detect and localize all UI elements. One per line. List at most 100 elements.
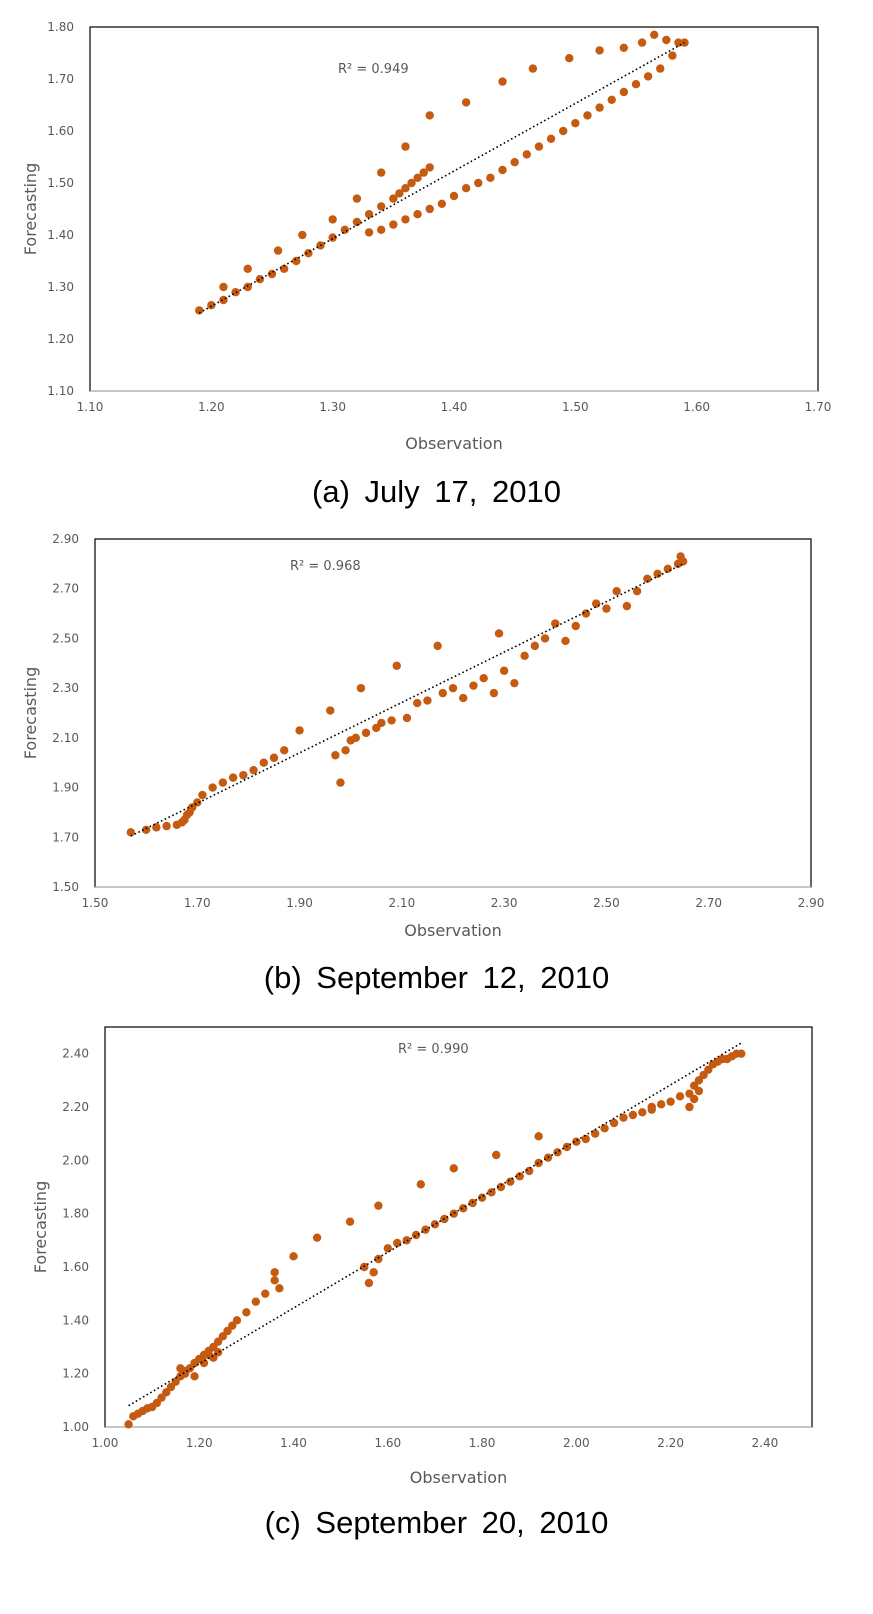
x-tick-label: 2.20 [657, 1436, 684, 1450]
y-tick-label: 1.80 [62, 1207, 89, 1221]
data-point [510, 678, 519, 688]
y-tick-label: 2.00 [62, 1153, 89, 1167]
y-tick-label: 1.60 [47, 124, 74, 138]
data-point [176, 1364, 185, 1373]
x-tick-label: 1.00 [92, 1436, 119, 1450]
data-point [583, 111, 592, 120]
data-point [619, 87, 629, 97]
data-point [685, 1102, 694, 1112]
data-point [425, 111, 434, 120]
chart-panel-b: 1.50 1.70 1.90 2.10 2.30 2.50 2.70 2.90 1.50 1.70… [0, 520, 873, 1005]
data-point [694, 1086, 704, 1096]
data-point [461, 184, 471, 193]
data-point [162, 821, 171, 831]
data-point [551, 619, 560, 628]
data-point [595, 46, 604, 55]
plot-frame-b [94, 538, 812, 888]
data-point [619, 43, 629, 52]
data-point [647, 1105, 656, 1114]
data-point [590, 1129, 600, 1138]
data-point [239, 770, 248, 780]
x-tick-label: 2.50 [593, 896, 620, 910]
r-squared-label: R² = 0.990 [398, 1042, 469, 1057]
data-point [377, 202, 386, 211]
data-point [581, 1134, 590, 1144]
data-point [571, 621, 580, 631]
data-point [401, 142, 410, 151]
y-tick-label: 1.90 [52, 781, 79, 795]
data-point [469, 681, 478, 690]
data-point [292, 256, 301, 266]
data-point [411, 1230, 421, 1240]
data-point [607, 95, 616, 105]
x-tick-label: 1.10 [77, 400, 104, 414]
data-point [737, 1049, 746, 1058]
data-point [141, 825, 151, 835]
data-point [650, 30, 659, 39]
x-tick-label: 1.90 [286, 896, 313, 910]
y-tick-label: 1.40 [47, 228, 74, 242]
data-point [637, 38, 647, 47]
x-tick-label: 1.30 [319, 400, 346, 414]
data-point [492, 1150, 501, 1160]
x-tick-label: 2.70 [695, 896, 722, 910]
data-point [243, 282, 252, 292]
data-point [208, 783, 217, 792]
data-point [643, 72, 653, 81]
data-point [496, 1182, 506, 1192]
y-axis-title: Forecasting [31, 1181, 50, 1273]
data-point [270, 1268, 279, 1277]
y-tick-label: 2.30 [52, 681, 79, 695]
data-point [261, 1289, 270, 1298]
data-point [204, 1350, 213, 1360]
data-point [401, 215, 410, 224]
y-tick-label: 1.70 [47, 72, 74, 86]
data-point [402, 713, 412, 723]
data-point [534, 142, 544, 151]
data-point [413, 210, 422, 219]
data-point [232, 1316, 242, 1325]
data-point [326, 706, 335, 715]
data-point [430, 1220, 440, 1229]
data-point [228, 773, 238, 782]
data-point [653, 569, 662, 578]
data-point [199, 1358, 209, 1368]
data-point [678, 557, 688, 566]
data-point [656, 64, 665, 73]
data-point [487, 1188, 496, 1197]
y-tick-label: 1.20 [47, 332, 74, 346]
y-tick-label: 1.80 [47, 20, 74, 34]
data-point [341, 746, 350, 755]
x-tick-label: 2.00 [563, 1436, 590, 1450]
y-tick-label: 1.00 [62, 1420, 89, 1434]
data-point [506, 1177, 515, 1186]
data-point [522, 150, 531, 159]
chart-panel-c: 1.00 1.20 1.40 1.60 1.80 2.00 2.20 2.40 1.00 1.20… [0, 1005, 873, 1614]
data-point [279, 264, 289, 273]
data-point [356, 683, 366, 693]
data-point [489, 688, 499, 698]
data-point [425, 163, 434, 172]
scatter-chart-b: 1.50 1.70 1.90 2.10 2.30 2.50 2.70 2.90 1.50 1.70… [21, 532, 824, 940]
data-point [328, 233, 337, 242]
y-tick-label: 1.40 [62, 1313, 89, 1327]
data-point [674, 38, 683, 47]
data-point [437, 199, 447, 208]
data-point [413, 698, 422, 708]
data-point [499, 666, 509, 675]
y-tick-label: 1.10 [47, 384, 74, 398]
data-point [423, 696, 432, 705]
data-point [419, 168, 428, 177]
data-point [474, 178, 483, 188]
data-point [374, 1254, 383, 1264]
data-point [259, 758, 268, 767]
x-axis-title: Observation [405, 434, 502, 453]
y-tick-label: 2.50 [52, 631, 79, 645]
data-point [340, 225, 349, 234]
x-tick-label: 1.50 [562, 400, 589, 414]
data-point [515, 1172, 524, 1181]
y-tick-label: 1.50 [47, 176, 74, 190]
trendline-b [130, 563, 684, 837]
data-point [571, 119, 580, 128]
data-point [243, 264, 252, 273]
